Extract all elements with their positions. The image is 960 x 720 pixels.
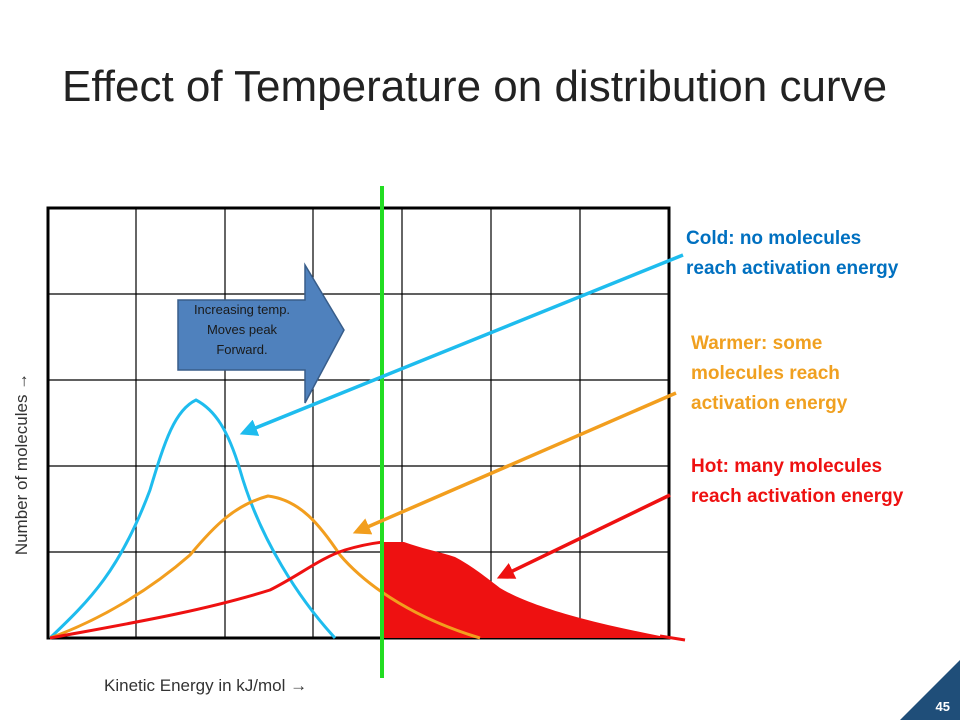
hot-activation-area — [382, 542, 670, 638]
annotation-line: Moves peak — [206, 322, 278, 337]
hot-curve — [49, 540, 384, 640]
increasing-temp-arrow — [177, 262, 345, 404]
slide-number: 45 — [935, 699, 950, 714]
warmer-callout: Warmer: some molecules reach activation … — [691, 329, 847, 419]
warmer-callout-line: molecules reach — [691, 363, 840, 384]
cold-pointer-arrow — [239, 253, 684, 436]
warm-curve — [49, 494, 481, 640]
y-axis-label: Number of molecules → — [12, 372, 31, 556]
hot-callout-line: Hot: many molecules — [691, 456, 883, 477]
annotation-line: Forward. — [216, 342, 268, 357]
hot-callout: Hot: many molecules reach activation ene… — [691, 452, 903, 512]
slide-title: Effect of Temperature on distribution cu… — [62, 62, 888, 111]
chart-grid — [46, 206, 671, 640]
cold-curve — [48, 398, 337, 640]
annotation-line: Increasing temp. — [193, 302, 291, 317]
cold-callout: Cold: no molecules reach activation ener… — [686, 224, 898, 284]
hot-callout-line: reach activation energy — [691, 486, 904, 507]
hot-pointer-arrow — [496, 493, 671, 579]
warmer-callout-line: Warmer: some — [691, 333, 823, 354]
x-axis-label: Kinetic Energy in kJ/mol → — [104, 676, 308, 695]
grid-frame — [46, 206, 671, 640]
warm-pointer-arrow — [352, 391, 677, 535]
cold-callout-line: reach activation energy — [686, 258, 899, 279]
increasing-temp-label: Increasing temp. Moves peak Forward. — [178, 300, 306, 360]
warmer-callout-line: activation energy — [691, 393, 848, 414]
hot-curve-tail — [659, 634, 686, 642]
cold-callout-line: Cold: no molecules — [686, 228, 862, 249]
slide-number-badge — [900, 660, 960, 720]
